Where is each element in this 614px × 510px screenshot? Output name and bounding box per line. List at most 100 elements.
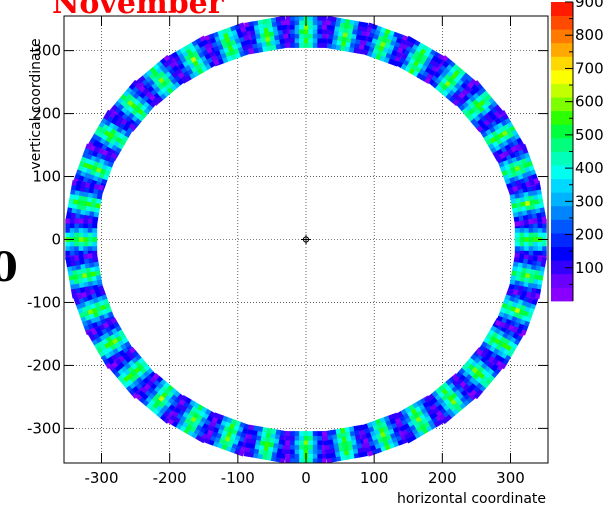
module-cell	[379, 55, 386, 62]
module-cell	[303, 444, 309, 450]
module-cell	[523, 254, 529, 260]
module-cell	[514, 228, 520, 234]
module-cell	[452, 374, 460, 382]
module-cell	[81, 272, 88, 279]
module-cell	[527, 175, 534, 182]
module-cell	[263, 441, 270, 447]
module-cell	[521, 158, 528, 165]
module-cell	[521, 290, 527, 297]
module-cell	[373, 428, 381, 436]
module-cell	[263, 445, 269, 452]
module-cell	[326, 43, 333, 49]
module-cell	[316, 444, 322, 450]
module-cell	[328, 29, 335, 36]
module-cell	[353, 452, 359, 459]
module-cell	[331, 433, 338, 440]
detector-module	[357, 412, 408, 457]
module-cell	[83, 191, 90, 198]
module-cell	[517, 285, 524, 292]
module-cell	[83, 236, 89, 242]
module-cell	[537, 228, 543, 234]
detector-module	[135, 372, 188, 424]
module-cell	[90, 201, 97, 208]
module-cell	[366, 436, 374, 443]
module-cell	[285, 449, 291, 455]
module-cell	[536, 217, 543, 223]
module-cell	[95, 202, 101, 209]
module-cell	[532, 194, 539, 201]
module-cell	[94, 170, 101, 178]
module-cell	[511, 171, 518, 178]
module-cell	[513, 175, 520, 182]
module-cell	[78, 282, 85, 288]
module-cell	[91, 252, 98, 258]
module-cell	[79, 190, 85, 197]
y-tick-label: -100	[27, 293, 61, 311]
module-cell	[528, 165, 535, 172]
module-cell	[87, 253, 94, 259]
module-cell	[534, 269, 540, 276]
module-cell	[208, 425, 216, 432]
module-cell	[259, 28, 265, 35]
module-cell	[84, 186, 90, 193]
module-cell	[72, 269, 78, 276]
module-cell	[528, 278, 534, 284]
module-cell	[72, 274, 79, 280]
module-cell	[258, 444, 265, 451]
palette-swatch	[551, 178, 573, 193]
module-cell	[92, 227, 98, 233]
module-cell	[299, 16, 305, 21]
module-cell	[110, 152, 117, 160]
module-cell	[324, 444, 330, 450]
module-cell	[244, 22, 250, 28]
module-cell	[341, 36, 348, 43]
module-cell	[72, 198, 79, 205]
module-cell	[508, 288, 514, 295]
module-cell	[512, 207, 518, 214]
palette-swatch	[551, 219, 573, 234]
module-cell	[354, 43, 360, 50]
module-cell	[238, 421, 246, 429]
module-cell	[103, 159, 110, 167]
module-cell	[279, 430, 286, 436]
module-cell	[78, 174, 85, 182]
module-cell	[535, 185, 542, 191]
module-cell	[514, 193, 520, 200]
module-cell	[307, 453, 313, 459]
module-cell	[270, 455, 277, 462]
module-cell	[534, 208, 541, 214]
module-cell	[227, 45, 235, 52]
module-cell	[229, 49, 236, 56]
detector-module	[204, 412, 254, 457]
module-cell	[527, 218, 534, 225]
module-cell	[524, 166, 531, 174]
module-cell	[84, 172, 91, 179]
module-cell	[303, 449, 309, 455]
module-cell	[540, 211, 546, 218]
palette-swatch	[551, 69, 573, 84]
module-cell	[152, 372, 160, 380]
module-cell	[389, 40, 397, 47]
module-cell	[506, 158, 514, 165]
module-cell	[104, 169, 111, 177]
detector-module	[392, 35, 445, 84]
module-cell	[352, 29, 358, 36]
module-cell	[100, 153, 107, 161]
module-cell	[519, 237, 525, 243]
module-cell	[375, 39, 382, 47]
module-cell	[87, 323, 95, 330]
module-cell	[528, 232, 534, 238]
module-cell	[525, 205, 532, 211]
module-cell	[317, 20, 323, 26]
module-cell	[362, 22, 369, 28]
module-cell	[355, 39, 361, 45]
module-cell	[257, 449, 264, 455]
module-cell	[230, 53, 238, 61]
module-cell	[504, 178, 511, 186]
module-cell	[227, 427, 234, 434]
palette-swatch	[551, 110, 573, 125]
module-cell	[94, 156, 102, 163]
module-cell	[220, 52, 228, 60]
module-cell	[303, 33, 309, 39]
palette-tick-label: 400	[575, 159, 604, 177]
